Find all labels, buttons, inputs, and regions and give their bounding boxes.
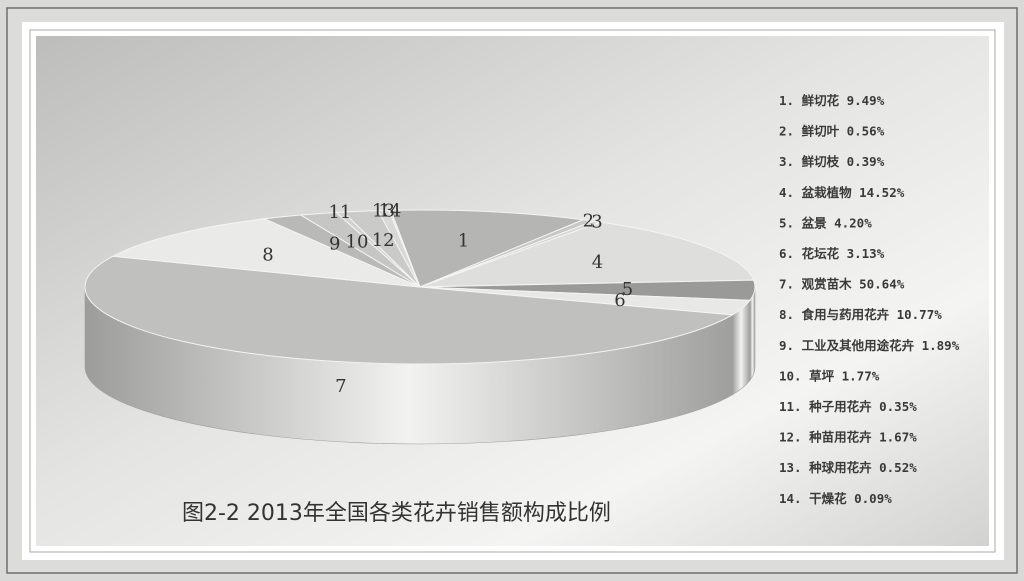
- legend-item-7: 7. 观赏苗木 50.64%: [779, 277, 905, 292]
- pie-side-5: [749, 286, 756, 382]
- slice-label-10: 10: [346, 232, 369, 253]
- slice-label-13: 13: [372, 201, 395, 222]
- pie-slice-14: [388, 209, 421, 288]
- chart-title: 图2-2 2013年全国各类花卉销售额构成比例: [182, 501, 611, 526]
- legend-item-10: 10. 草坪 1.77%: [779, 368, 880, 383]
- pie-slice-7: [84, 255, 734, 365]
- slice-label-9: 9: [329, 234, 340, 255]
- slice-label-5: 5: [622, 279, 633, 300]
- pie-side-6: [731, 299, 751, 396]
- slice-label-2: 2: [583, 210, 594, 231]
- legend-item-5: 5. 盆景 4.20%: [779, 215, 872, 230]
- pie-slice-4: [419, 221, 755, 288]
- legend-item-12: 12. 种苗用花卉 1.67%: [779, 430, 917, 445]
- legend-item-13: 13. 种球用花卉 0.52%: [779, 460, 917, 475]
- slice-label-1: 1: [458, 230, 469, 251]
- slice-label-14: 14: [378, 200, 401, 221]
- legend-item-6: 6. 花坛花 3.13%: [779, 246, 885, 261]
- slice-label-12: 12: [372, 230, 395, 251]
- slice-label-7: 7: [335, 376, 346, 397]
- legend-item-11: 11. 种子用花卉 0.35%: [779, 399, 917, 414]
- slice-label-6: 6: [614, 290, 625, 311]
- inner-border: [29, 29, 996, 553]
- slice-label-4: 4: [592, 252, 603, 273]
- legend: 1. 鲜切花 9.49% 2. 鲜切叶 0.56% 3. 鲜切枝 0.39% 4. 盆…: [779, 93, 960, 506]
- legend-item-9: 9. 工业及其他用途花卉 1.89%: [779, 338, 960, 353]
- legend-item-3: 3. 鲜切枝 0.39%: [779, 154, 885, 169]
- pie-chart: [84, 209, 756, 445]
- legend-item-4: 4. 盆栽植物 14.52%: [779, 185, 905, 200]
- pie-slice-8: [111, 218, 421, 288]
- pie-slice-1: [390, 209, 586, 288]
- slice-label-8: 8: [262, 245, 273, 266]
- legend-item-1: 1. 鲜切花 9.49%: [779, 93, 885, 108]
- legend-item-2: 2. 鲜切叶 0.56%: [779, 124, 885, 139]
- legend-item-8: 8. 食用与药用花卉 10.77%: [779, 307, 942, 322]
- slice-label-3: 3: [591, 212, 602, 233]
- slice-label-11: 11: [328, 202, 351, 223]
- legend-item-14: 14. 干燥花 0.09%: [779, 491, 892, 506]
